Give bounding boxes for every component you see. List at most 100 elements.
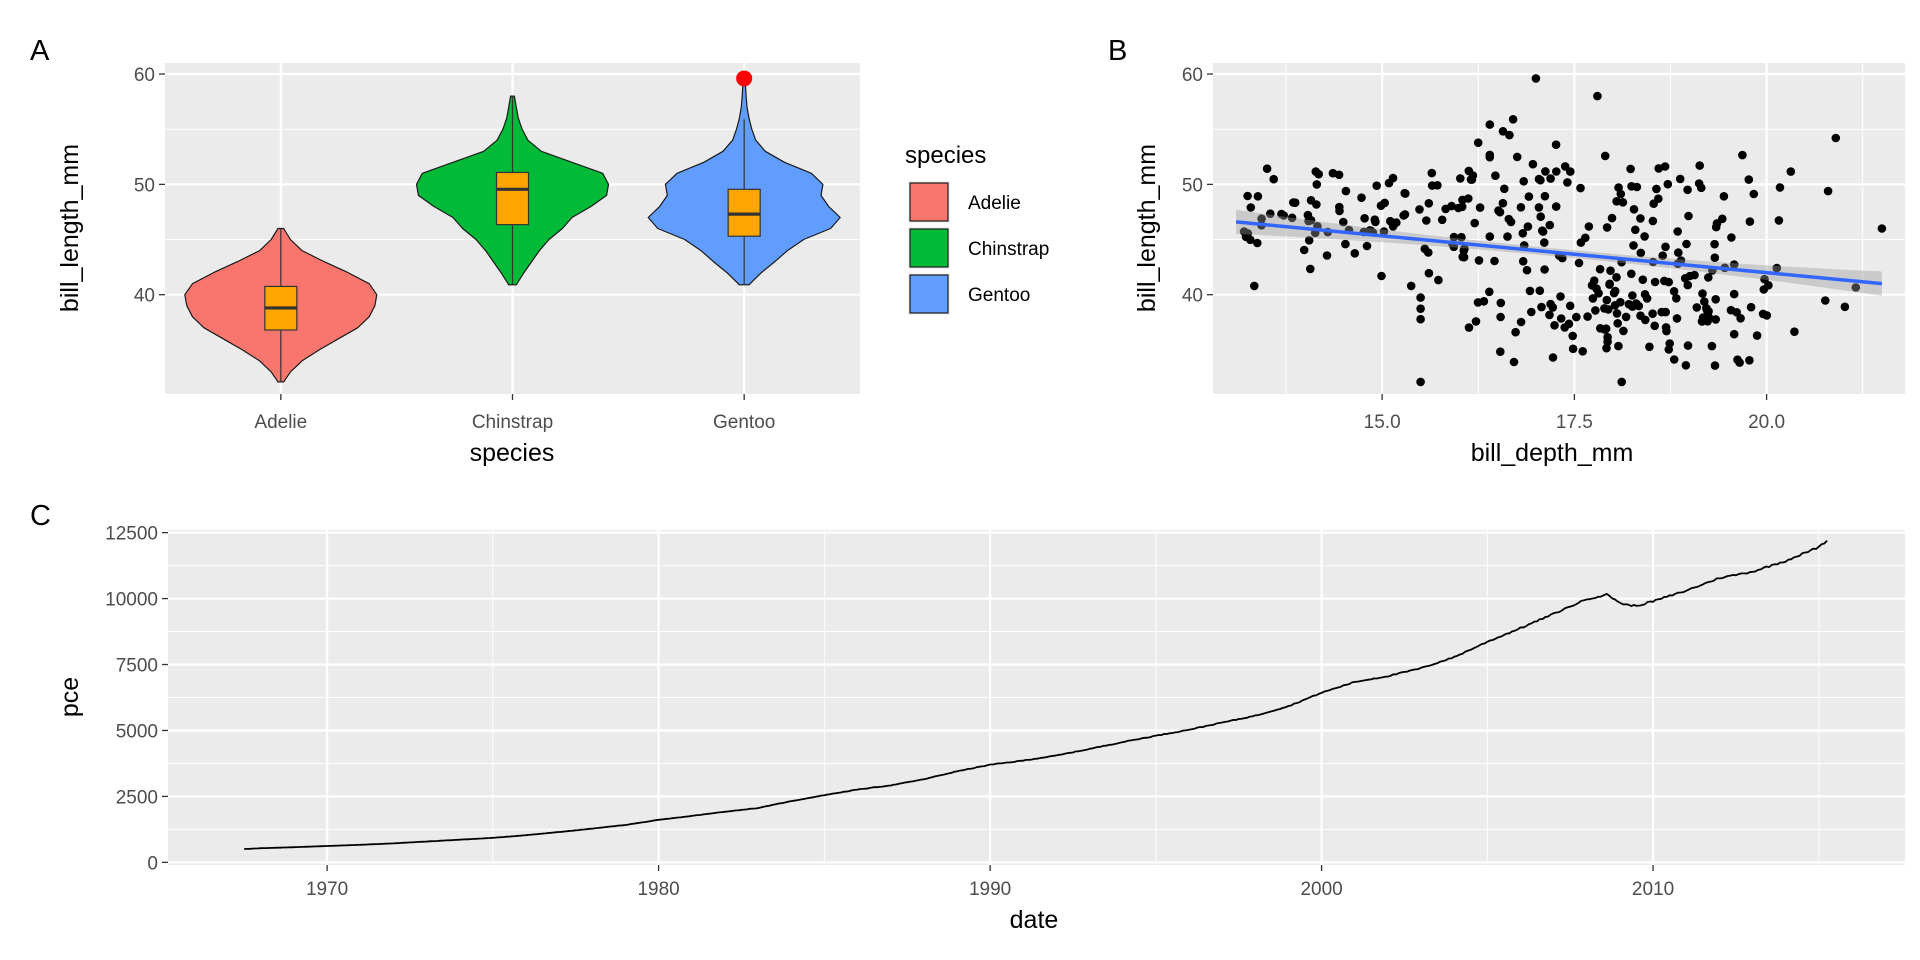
scatter-point [1563, 178, 1572, 187]
scatter-point [1612, 197, 1621, 206]
x-tick-label: Gentoo [713, 412, 775, 433]
scatter-point [1386, 216, 1395, 226]
legend-swatch-chinstrap [909, 228, 949, 268]
scatter-point [1540, 265, 1549, 274]
scatter-point [1565, 301, 1575, 311]
scatter-point [1697, 183, 1706, 193]
scatter-point [1610, 301, 1620, 310]
scatter-point [1334, 170, 1344, 180]
scatter-point [1672, 314, 1682, 323]
scatter-point [1745, 217, 1755, 226]
scatter-point [1522, 265, 1532, 275]
panel-a-tag: A [30, 35, 50, 67]
scatter-point [1535, 286, 1545, 296]
scatter-point [1674, 248, 1683, 257]
scatter-point [1470, 218, 1479, 228]
scatter-point [1304, 236, 1314, 245]
scatter-point [1786, 167, 1796, 176]
scatter-point [1592, 284, 1601, 293]
scatter-point [1471, 317, 1481, 326]
scatter-point [1377, 271, 1386, 281]
scatter-point [1424, 199, 1434, 208]
pce-line [244, 539, 1828, 850]
y-tick-label: 50 [134, 175, 155, 196]
scatter-point [1588, 294, 1598, 303]
scatter-point [1576, 183, 1585, 193]
scatter-point [1640, 232, 1649, 241]
scatter-point [1459, 252, 1469, 262]
scatter-point [1617, 377, 1626, 387]
scatter-point [1609, 288, 1619, 298]
legend-label-gentoo: Gentoo [968, 285, 1030, 306]
x-tick-label: Chinstrap [472, 412, 553, 433]
scatter-point [1464, 194, 1473, 203]
scatter-point [1669, 355, 1679, 364]
scatter-point [1287, 213, 1297, 223]
scatter-point [1583, 312, 1592, 321]
scatter-point [1719, 192, 1729, 201]
scatter-point [1711, 315, 1720, 324]
scatter-point [1652, 184, 1661, 194]
scatter-point [1485, 120, 1495, 129]
scatter-point [1511, 327, 1520, 337]
scatter-point [1560, 323, 1569, 332]
scatter-point [1648, 216, 1658, 226]
scatter-point [1548, 353, 1558, 362]
scatter-point [1509, 357, 1519, 367]
scatter-point [1473, 138, 1483, 147]
scatter-point [1710, 239, 1719, 249]
scatter-point [1524, 192, 1534, 201]
scatter-point [1485, 232, 1495, 241]
scatter-point [1600, 151, 1610, 161]
scatter-point [1745, 356, 1754, 365]
scatter-point [1729, 289, 1739, 299]
scatter-point [1645, 342, 1654, 352]
scatter-point [1650, 277, 1660, 287]
scatter-point [1641, 315, 1650, 325]
scatter-point [1683, 185, 1692, 195]
scatter-point [1648, 309, 1657, 319]
scatter-point [1636, 214, 1645, 223]
scatter-point [1636, 248, 1646, 258]
scatter-point [1269, 174, 1278, 184]
scatter-point [1673, 227, 1682, 236]
y-tick-label: 12500 [105, 524, 158, 545]
scatter-point [1496, 298, 1506, 308]
scatter-point [1612, 273, 1621, 282]
scatter-point [1605, 279, 1614, 289]
scatter-point [1589, 276, 1599, 286]
scatter-point [1663, 179, 1673, 189]
scatter-point [1416, 293, 1425, 302]
scatter-point [1650, 321, 1659, 331]
scatter-point [1545, 220, 1555, 230]
scatter-point [1503, 232, 1512, 241]
scatter-point [1551, 202, 1561, 211]
x-tick-label: 17.5 [1556, 412, 1593, 433]
scatter-point [1416, 377, 1425, 387]
y-tick-label: 5000 [116, 721, 158, 742]
scatter-point [1540, 238, 1549, 247]
scatter-point [1823, 186, 1833, 196]
panel-a-x-title: species [470, 439, 555, 467]
scatter-point [1379, 227, 1389, 236]
scatter-point [1437, 215, 1447, 225]
scatter-point [1253, 192, 1263, 201]
scatter-point [1498, 127, 1508, 136]
scatter-point [1749, 189, 1759, 199]
scatter-point [1758, 309, 1768, 319]
scatter-point [1642, 294, 1652, 303]
panel-b-tag: B [1108, 35, 1127, 67]
scatter-point [1760, 274, 1769, 284]
scatter-point [1447, 201, 1456, 211]
scatter-point [1519, 177, 1528, 186]
scatter-point [1629, 241, 1638, 250]
scatter-point [1449, 232, 1459, 242]
scatter-point [1496, 312, 1505, 322]
scatter-point [1523, 222, 1533, 231]
scatter-point [1595, 264, 1605, 274]
scatter-point [1512, 152, 1522, 162]
scatter-point [1467, 175, 1477, 184]
scatter-point [1700, 297, 1709, 306]
scatter-point [1314, 169, 1323, 179]
scatter-point [1322, 251, 1332, 260]
